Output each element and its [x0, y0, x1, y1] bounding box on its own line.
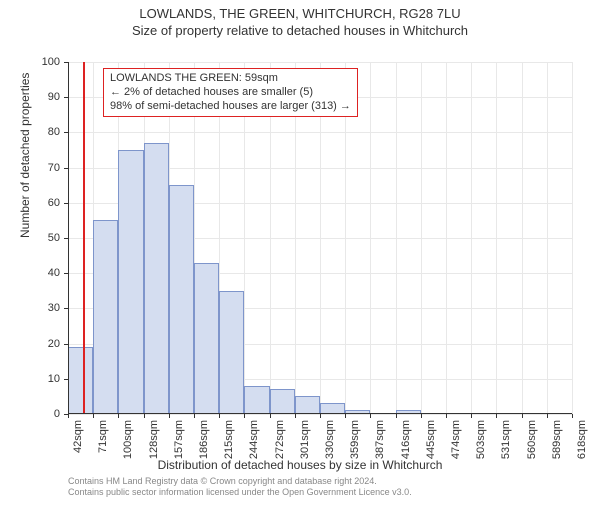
plot-area: 42sqm71sqm100sqm128sqm157sqm186sqm215sqm… [68, 62, 572, 414]
gridline-v [496, 62, 497, 414]
x-tick-label: 100sqm [122, 420, 134, 459]
x-tick-mark [144, 414, 145, 418]
histogram-bar [244, 386, 269, 414]
y-tick-label: 100 [0, 56, 60, 68]
x-tick-mark [270, 414, 271, 418]
y-axis-line [68, 62, 69, 414]
x-tick-mark [320, 414, 321, 418]
callout-line-2: ← 2% of detached houses are smaller (5) [110, 86, 351, 100]
histogram-bar [194, 263, 219, 414]
x-tick-mark [446, 414, 447, 418]
x-tick-mark [471, 414, 472, 418]
x-tick-mark [244, 414, 245, 418]
x-tick-label: 186sqm [198, 420, 210, 459]
footer-line-1: Contains HM Land Registry data © Crown c… [68, 476, 412, 487]
y-tick-label: 0 [0, 408, 60, 420]
x-axis-line [68, 413, 572, 414]
y-tick-label: 50 [0, 232, 60, 244]
x-tick-label: 157sqm [173, 420, 185, 459]
x-tick-label: 272sqm [274, 420, 286, 459]
chart-title: LOWLANDS, THE GREEN, WHITCHURCH, RG28 7L… [0, 6, 600, 21]
y-tick-label: 80 [0, 126, 60, 138]
x-tick-label: 359sqm [349, 420, 361, 459]
histogram-bar [118, 150, 143, 414]
histogram-bar [68, 347, 93, 414]
histogram-bar [270, 389, 295, 414]
x-tick-mark [522, 414, 523, 418]
x-tick-label: 42sqm [72, 420, 84, 453]
footer-attribution: Contains HM Land Registry data © Crown c… [68, 476, 412, 498]
callout-line-3: 98% of semi-detached houses are larger (… [110, 100, 351, 114]
chart-subtitle: Size of property relative to detached ho… [0, 23, 600, 38]
plot-background: 42sqm71sqm100sqm128sqm157sqm186sqm215sqm… [68, 62, 572, 414]
histogram-bar [295, 396, 320, 414]
gridline-v [446, 62, 447, 414]
x-tick-label: 387sqm [374, 420, 386, 459]
gridline-v [421, 62, 422, 414]
histogram-bar [144, 143, 169, 414]
x-tick-label: 215sqm [223, 420, 235, 459]
footer-line-2: Contains public sector information licen… [68, 487, 412, 498]
x-tick-mark [169, 414, 170, 418]
x-tick-label: 330sqm [324, 420, 336, 459]
histogram-bar [169, 185, 194, 414]
x-tick-mark [219, 414, 220, 418]
callout-line-1: LOWLANDS THE GREEN: 59sqm [110, 72, 351, 86]
x-tick-label: 71sqm [97, 420, 109, 453]
x-tick-label: 416sqm [400, 420, 412, 459]
gridline-v [572, 62, 573, 414]
histogram-bar [93, 220, 118, 414]
x-tick-mark [547, 414, 548, 418]
y-tick-label: 30 [0, 302, 60, 314]
x-tick-mark [68, 414, 69, 418]
y-tick-label: 10 [0, 373, 60, 385]
x-tick-mark [194, 414, 195, 418]
x-tick-label: 128sqm [148, 420, 160, 459]
y-tick-label: 20 [0, 338, 60, 350]
x-tick-mark [295, 414, 296, 418]
y-tick-label: 90 [0, 91, 60, 103]
x-tick-label: 301sqm [299, 420, 311, 459]
y-tick-label: 40 [0, 267, 60, 279]
x-tick-label: 445sqm [425, 420, 437, 459]
chart-container: LOWLANDS, THE GREEN, WHITCHURCH, RG28 7L… [0, 6, 600, 506]
x-tick-label: 474sqm [450, 420, 462, 459]
x-tick-label: 531sqm [500, 420, 512, 459]
x-tick-label: 589sqm [551, 420, 563, 459]
x-tick-mark [421, 414, 422, 418]
x-tick-mark [345, 414, 346, 418]
gridline-v [547, 62, 548, 414]
gridline-v [396, 62, 397, 414]
x-tick-mark [118, 414, 119, 418]
gridline-v [370, 62, 371, 414]
x-tick-mark [396, 414, 397, 418]
x-tick-label: 618sqm [576, 420, 588, 459]
x-tick-mark [496, 414, 497, 418]
x-tick-mark [572, 414, 573, 418]
x-tick-mark [93, 414, 94, 418]
gridline-v [522, 62, 523, 414]
histogram-bar [219, 291, 244, 414]
x-tick-label: 560sqm [526, 420, 538, 459]
y-tick-label: 70 [0, 162, 60, 174]
x-tick-label: 503sqm [475, 420, 487, 459]
reference-line [83, 62, 85, 414]
x-tick-label: 244sqm [248, 420, 260, 459]
x-tick-mark [370, 414, 371, 418]
gridline-v [471, 62, 472, 414]
callout-box: LOWLANDS THE GREEN: 59sqm← 2% of detache… [103, 68, 358, 117]
x-axis-title: Distribution of detached houses by size … [0, 458, 600, 472]
y-tick-label: 60 [0, 197, 60, 209]
